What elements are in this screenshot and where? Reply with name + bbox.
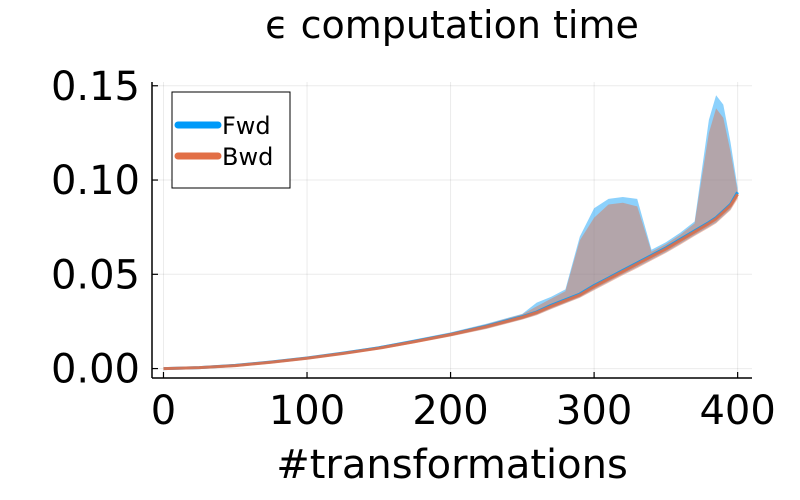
legend-label-fwd: Fwd bbox=[222, 112, 271, 140]
legend: Fwd Bwd bbox=[171, 91, 291, 189]
confidence-bands bbox=[163, 95, 738, 369]
grid-lines bbox=[152, 82, 752, 378]
chart-title: ϵ computation time bbox=[265, 3, 639, 47]
legend-box bbox=[171, 91, 291, 189]
x-tick-label: 200 bbox=[412, 388, 488, 434]
series-lines bbox=[163, 191, 739, 371]
band-fwd bbox=[163, 95, 738, 369]
axes bbox=[151, 82, 752, 379]
legend-label-bwd: Bwd bbox=[222, 143, 273, 171]
x-tick-label: 300 bbox=[556, 388, 632, 434]
y-tick-label: 0.00 bbox=[51, 347, 140, 393]
x-tick-label: 0 bbox=[151, 388, 176, 434]
x-tick-label: 400 bbox=[699, 388, 775, 434]
x-tick-label: 100 bbox=[269, 388, 345, 434]
band-bwd bbox=[163, 108, 738, 369]
y-tick-label: 0.15 bbox=[51, 64, 140, 110]
axis-ticks: 0 100 200 300 400 0.00 0.05 0.10 0.15 bbox=[51, 64, 776, 434]
line-bwd bbox=[163, 193, 739, 371]
y-tick-label: 0.05 bbox=[51, 252, 140, 298]
x-axis-label: #transformations bbox=[276, 442, 628, 488]
y-tick-label: 0.10 bbox=[51, 158, 140, 204]
